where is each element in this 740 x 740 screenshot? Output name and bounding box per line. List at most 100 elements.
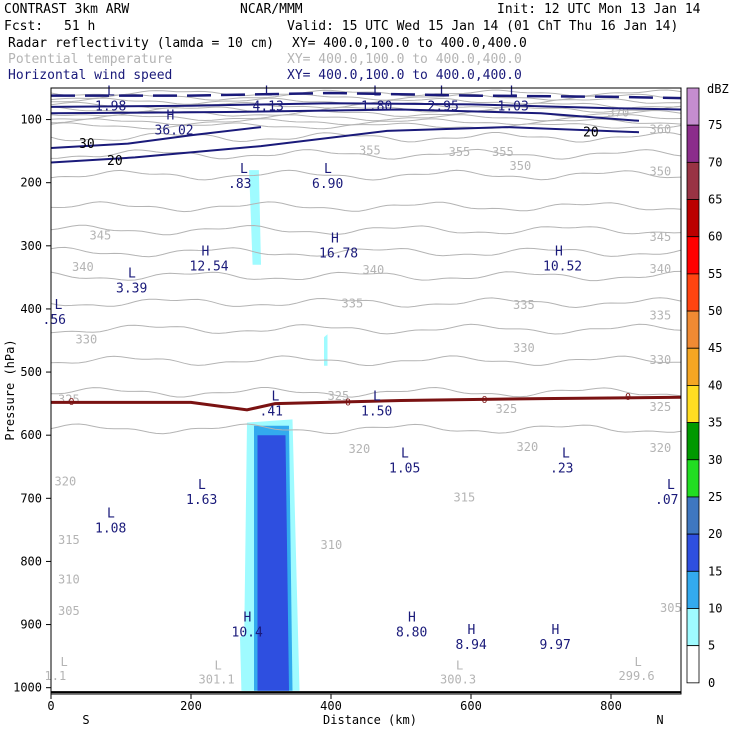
reflectivity-cell-15 [257,435,289,691]
wind-contour-jet-inner [50,108,640,122]
theta-label: 325 [650,400,672,414]
colorbar-label: 60 [708,230,722,244]
extremum-L: L [401,446,409,461]
surface-theta-L: L [456,658,463,672]
extremum-value: 1.80 [361,100,392,115]
extremum-L: L [440,85,448,100]
surface-theta-value: 300.3 [440,672,476,686]
wind-contours: 30 20 20 [50,91,682,169]
y-tick-label: 700 [20,491,42,505]
colorbar-label: 40 [708,378,722,392]
extremum-L: L [107,85,115,100]
extremum-L: L [198,478,206,493]
extremum-L: L [324,162,332,177]
reflectivity-cell-5 [249,170,261,265]
wind-contour-30 [50,126,262,149]
extremum-value: 1.08 [95,521,126,536]
extremum-value: 8.94 [456,638,487,653]
theta-contour-330 [50,270,682,282]
theta-label: 305 [660,601,682,615]
extremum-L: L [272,389,280,404]
theta-label: 320 [650,441,672,455]
colorbar-label: 50 [708,304,722,318]
extremum-value: 1.05 [389,461,420,476]
theta-contour-upper [50,122,682,130]
colorbar-label: 55 [708,267,722,281]
y-tick-label: 900 [20,618,42,632]
extrema-labels: L1.98L4.13L1.80L2.95L1.03H36.02L.83L6.90… [43,85,679,687]
field-name-reflectivity: Radar reflectivity (lamda = 10 cm) [8,36,274,51]
colorbar-swatch-65 [686,161,700,200]
extremum-value: 6.90 [312,177,343,192]
extremum-value: .83 [228,177,251,192]
theta-label: 320 [349,442,371,456]
extremum-L: L [107,506,115,521]
x-axis-label: Distance (km) [323,713,417,727]
extremum-H: H [331,232,339,247]
y-tick-label: 600 [20,428,42,442]
extremum-value: .41 [260,404,283,419]
y-axis: 100 200 300 400 500 600 700 800 900 1000 [13,113,51,695]
reflectivity-cell-5 [324,334,328,366]
theta-label: 315 [58,533,80,547]
colorbar-label: 5 [708,639,715,653]
x-tick-label: 400 [320,699,342,713]
extremum-L: L [128,266,136,281]
colorbar-swatch-40 [686,347,700,386]
theta-label: 335 [342,297,364,311]
theta-contour-305 [50,423,682,435]
theta-label: 355 [359,143,381,157]
extremum-H: H [552,623,560,638]
theta-label: 310 [58,573,80,587]
theta-contour-355 [50,148,682,160]
theta-contour-upper [50,114,682,122]
wind-label: 20 [107,154,123,169]
surface-theta-value: 301.1 [199,672,235,686]
colorbar-swatch-5 [686,608,700,647]
theta-label: 335 [650,309,672,323]
colorbar-swatch-50 [686,273,700,312]
field-xy-wind: XY= 400.0,100.0 to 400.0,400.0 [287,68,522,83]
y-tick-label: 800 [20,554,42,568]
wind-contour-20 [50,126,640,164]
forecast-hour: 51 h [64,19,95,34]
x-tick-label: 800 [600,699,622,713]
extremum-value: 1.03 [498,100,529,115]
extremum-value: 12.54 [190,259,229,274]
extremum-L: L [240,162,248,177]
theta-contour-320 [50,323,682,335]
theta-label: 315 [454,490,476,504]
plot-frame [50,87,682,695]
extremum-H: H [555,244,563,259]
extremum-H: H [167,109,175,124]
theta-contour-310 [51,386,682,398]
theta-contour-325 [50,297,682,309]
extremum-value: 2.95 [428,100,459,115]
theta-contour-360 [50,131,682,143]
theta-label: 325 [328,389,350,403]
extremum-L: L [510,85,518,100]
reflectivity-cell-5 [240,630,251,691]
y-tick-label: 300 [20,239,42,253]
colorbar-label: 30 [708,453,722,467]
colorbar-label: 75 [708,118,722,132]
zero-isotherm-label: 0 [482,395,488,406]
y-tick-label: 1000 [13,681,42,695]
field-name-wind: Horizontal wind speed [8,68,172,83]
y-tick-label: 200 [20,176,42,190]
theta-contour-upper [50,106,682,113]
header: CONTRAST 3km ARW NCAR/MMM Init: 12 UTC M… [4,2,701,83]
colorbar-swatch-35 [686,385,700,424]
theta-label: 340 [72,260,94,274]
zero-isotherm-line [51,395,682,412]
extremum-value: .23 [550,461,573,476]
theta-label: 340 [650,262,672,276]
theta-label: 310 [321,538,343,552]
theta-contour-350 [50,169,682,181]
extremum-value: 8.80 [396,625,427,640]
zero-isotherm-label: 0 [69,397,75,408]
theta-label: 330 [513,341,535,355]
